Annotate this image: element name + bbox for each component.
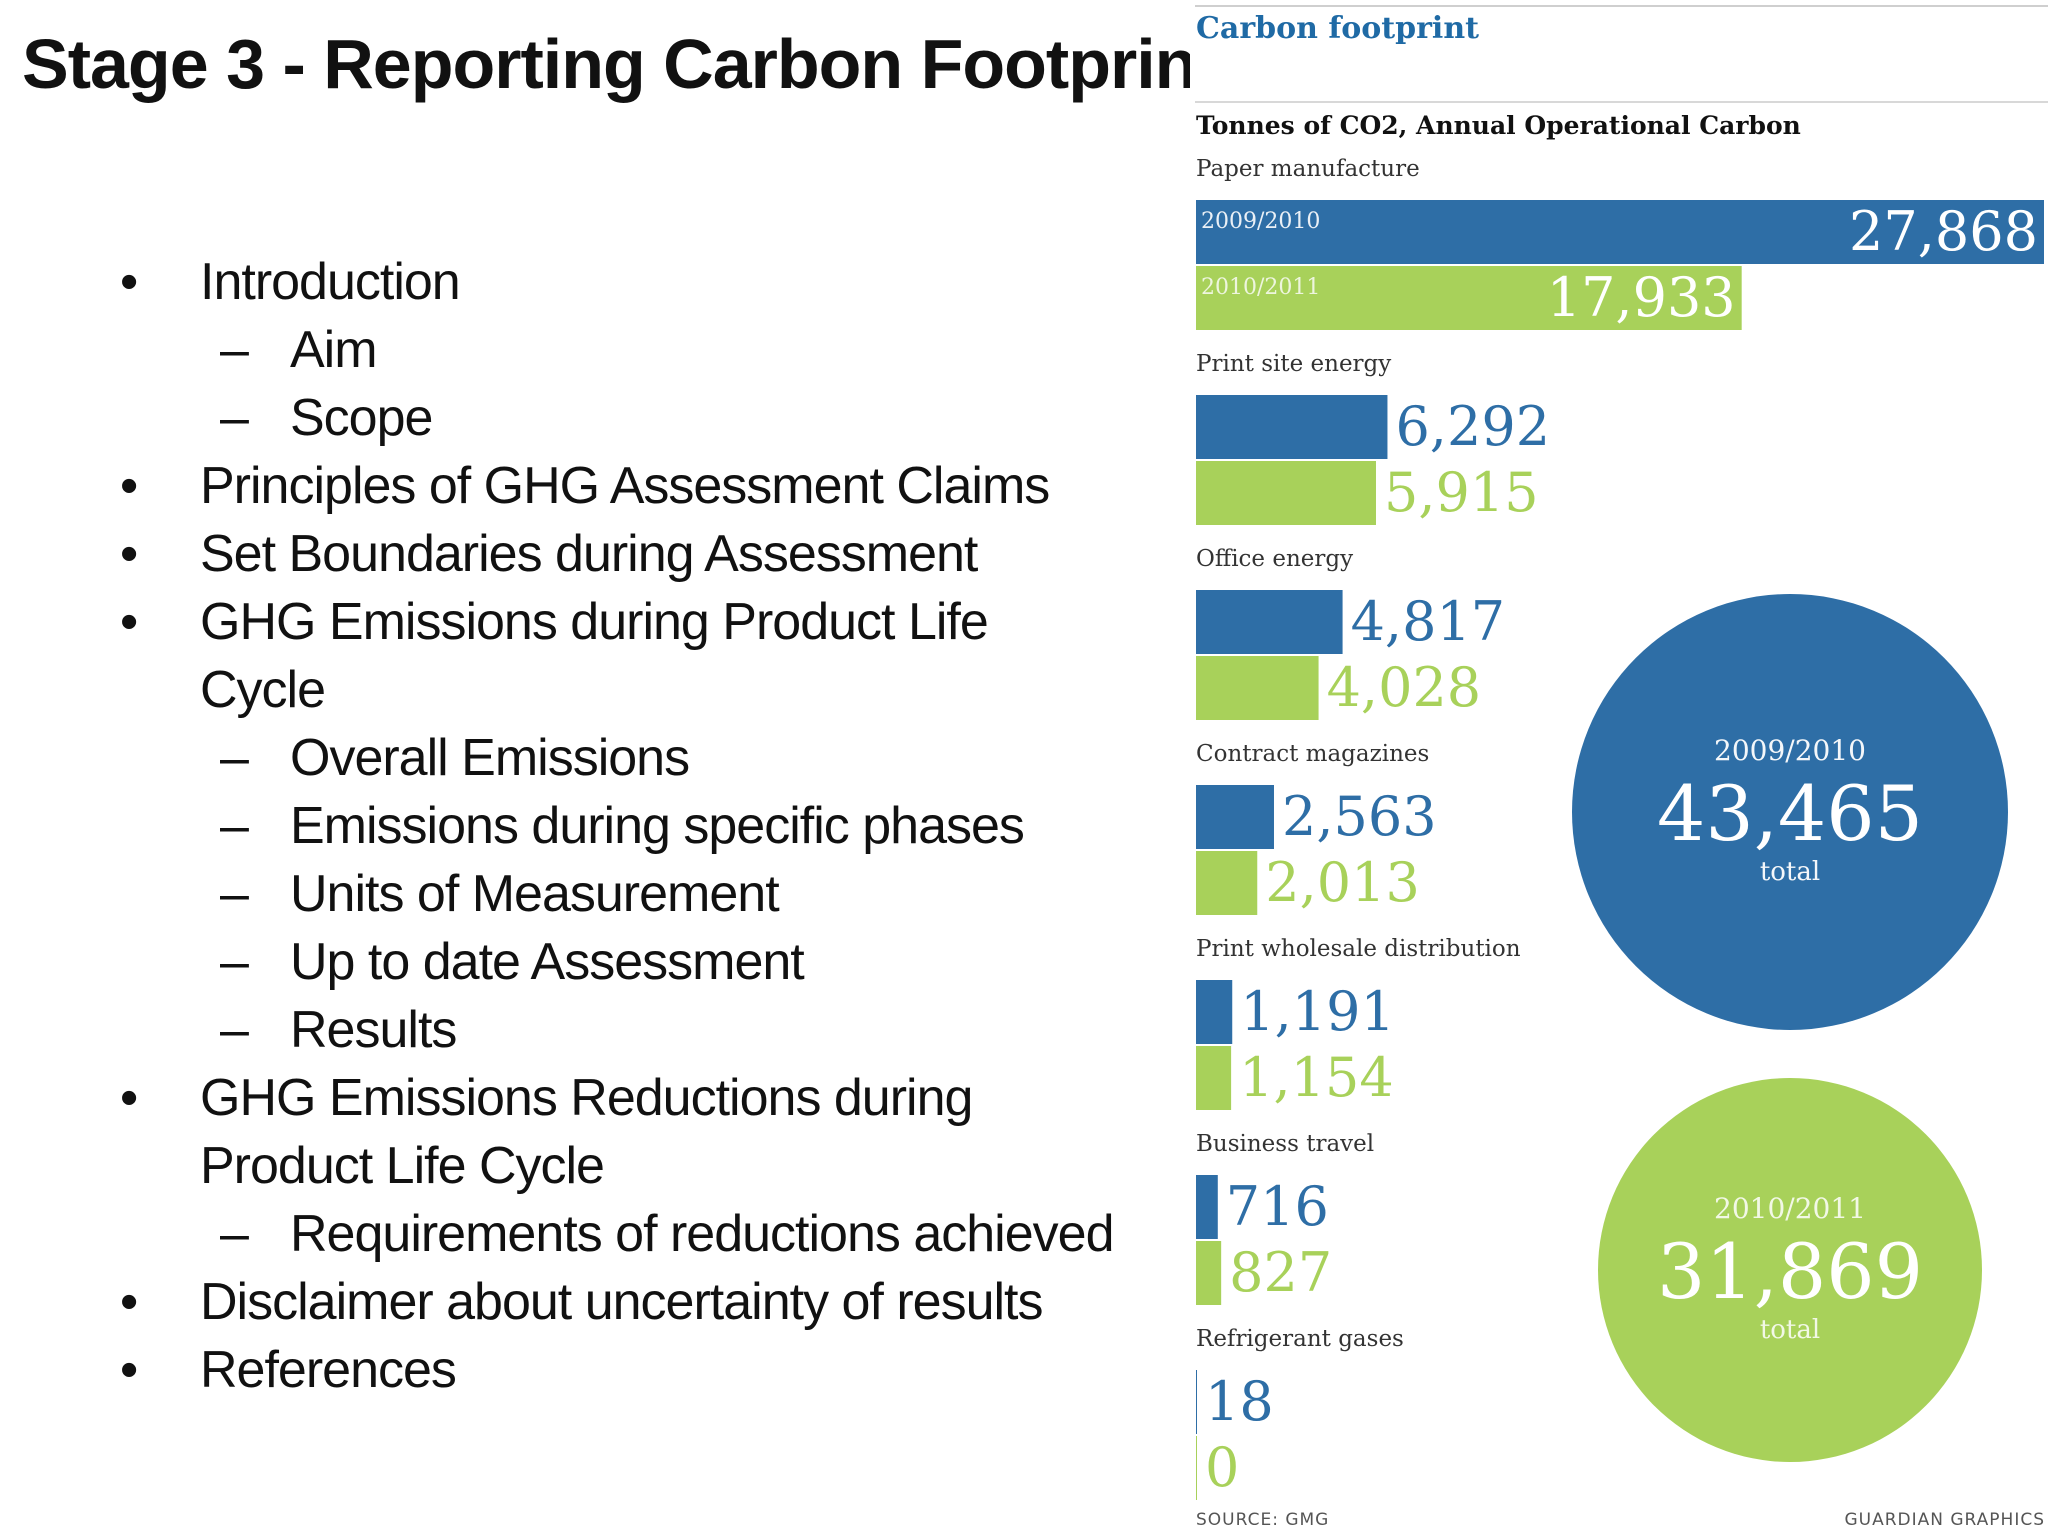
outline-text: Overall Emissions [290, 729, 690, 787]
outline-subitem: – Scope [120, 384, 1120, 452]
dash-marker: – [220, 729, 249, 787]
outline-item: • Set Boundaries during Assessment [120, 520, 1120, 588]
total-caption: total [1760, 1315, 1820, 1345]
outline-text: Principles of GHG Assessment Claims [200, 457, 1050, 515]
bullet-marker: • [120, 593, 138, 651]
source-note: SOURCE: GMG [1196, 1510, 1329, 1530]
category-label: Contract magazines [1196, 741, 1429, 767]
value-label: 4,817 [1351, 590, 1506, 653]
outline-item: • GHG Emissions Reductions during Product… [120, 1064, 1120, 1200]
category-label: Office energy [1196, 546, 1353, 572]
value-label: 827 [1229, 1241, 1332, 1304]
outline-text: Units of Measurement [290, 865, 780, 923]
outline-text: Results [290, 1001, 457, 1059]
outline-item: • Principles of GHG Assessment Claims [120, 452, 1120, 520]
bullet-marker: • [120, 525, 138, 583]
total-period-label: 2010/2011 [1714, 1192, 1866, 1225]
value-label: 0 [1205, 1436, 1239, 1499]
outline-subitem: – Emissions during specific phases [120, 792, 1120, 860]
outline-text: Up to date Assessment [290, 933, 805, 991]
outline-item: • Introduction [120, 248, 1120, 316]
series-name-label: 2009/2010 [1201, 209, 1320, 234]
bar-2010-2011 [1196, 1241, 1222, 1305]
outline-text: Disclaimer about uncertainty of results [200, 1273, 1044, 1331]
dash-marker: – [220, 933, 249, 991]
outline-text: Requirements of reductions achieved [290, 1205, 1114, 1263]
total-value-label: 43,465 [1657, 769, 1923, 858]
outline-text: Scope [290, 389, 433, 447]
total-circle-2010-2011 [1598, 1078, 1982, 1462]
bullet-marker: • [120, 1273, 138, 1331]
bar-2010-2011 [1196, 656, 1319, 720]
total-value-label: 31,869 [1657, 1227, 1923, 1316]
value-label: 6,292 [1395, 395, 1550, 458]
credit-note: GUARDIAN GRAPHICS [1844, 1510, 2045, 1530]
outline-item: • References [120, 1336, 1120, 1404]
outline-text: Set Boundaries during Assessment [200, 525, 978, 583]
outline-subitem: – Up to date Assessment [120, 928, 1120, 996]
value-label: 4,028 [1327, 656, 1482, 719]
carbon-footprint-chart: Carbon footprint Tonnes of CO2, Annual Op… [1195, 5, 2048, 1530]
outline-subitem: – Overall Emissions [120, 724, 1120, 792]
category-label: Paper manufacture [1196, 156, 1420, 182]
dash-marker: – [220, 797, 249, 855]
outline-subitem: – Requirements of reductions achieved [120, 1200, 1120, 1268]
value-label: 1,191 [1240, 980, 1395, 1043]
bar-2009-2010 [1196, 1370, 1197, 1434]
total-circle-2009-2010 [1572, 594, 2008, 1030]
category-label: Print wholesale distribution [1196, 936, 1521, 962]
series-name-label: 2010/2011 [1201, 275, 1320, 300]
outline-item: • Disclaimer about uncertainty of results [120, 1268, 1120, 1336]
dash-marker: – [220, 389, 249, 447]
outline-item: • GHG Emissions during Product Life Cycle [120, 588, 1120, 724]
bullet-marker: • [120, 457, 138, 515]
outline-subitem: – Results [120, 996, 1120, 1064]
dash-marker: – [220, 865, 249, 923]
outline-text: GHG Emissions Reductions during Product … [200, 1069, 973, 1195]
total-period-label: 2009/2010 [1714, 734, 1866, 767]
bar-2010-2011 [1196, 1046, 1232, 1110]
outline-subitem: – Aim [120, 316, 1120, 384]
category-label: Business travel [1196, 1131, 1374, 1157]
slide-title: Stage 3 - Reporting Carbon Footprint [22, 25, 1220, 103]
bar-2010-2011 [1196, 851, 1258, 915]
category-label: Print site energy [1196, 351, 1391, 377]
outline-text: GHG Emissions during Product Life Cycle [200, 593, 989, 719]
dash-marker: – [220, 321, 249, 379]
dash-marker: – [220, 1001, 249, 1059]
value-label: 17,933 [1547, 266, 1736, 329]
bullet-marker: • [120, 253, 138, 311]
bullet-marker: • [120, 1069, 138, 1127]
total-caption: total [1760, 857, 1820, 887]
bar-2010-2011 [1196, 1436, 1197, 1500]
outline-subitem: – Units of Measurement [120, 860, 1120, 928]
bar-2010-2011 [1196, 461, 1376, 525]
outline-text: Aim [290, 321, 378, 379]
category-label: Refrigerant gases [1196, 1326, 1404, 1352]
bar-2009-2010 [1196, 590, 1343, 654]
value-label: 18 [1205, 1370, 1274, 1433]
bar-2009-2010 [1196, 200, 2044, 264]
chart-subtitle: Tonnes of CO2, Annual Operational Carbon [1196, 111, 1801, 140]
value-label: 5,915 [1384, 461, 1539, 524]
value-label: 2,013 [1265, 851, 1420, 914]
bar-2009-2010 [1196, 1175, 1218, 1239]
bar-2010-2011 [1196, 266, 1742, 330]
dash-marker: – [220, 1205, 249, 1263]
value-label: 27,868 [1849, 200, 2038, 263]
bar-2009-2010 [1196, 785, 1274, 849]
value-label: 1,154 [1239, 1046, 1394, 1109]
bullet-marker: • [120, 1341, 138, 1399]
outline-text: References [200, 1341, 457, 1399]
value-label: 716 [1226, 1175, 1329, 1238]
value-label: 2,563 [1282, 785, 1437, 848]
chart-title: Carbon footprint [1196, 11, 1479, 46]
bar-2009-2010 [1196, 395, 1388, 459]
outline-text: Emissions during specific phases [290, 797, 1025, 855]
outline-text: Introduction [200, 253, 461, 311]
carbon-footprint-infographic: Carbon footprint Tonnes of CO2, Annual Op… [1190, 0, 2048, 1536]
outline-list: • Introduction – Aim – Scope • Principles of GH… [120, 248, 1120, 1404]
bar-2009-2010 [1196, 980, 1233, 1044]
